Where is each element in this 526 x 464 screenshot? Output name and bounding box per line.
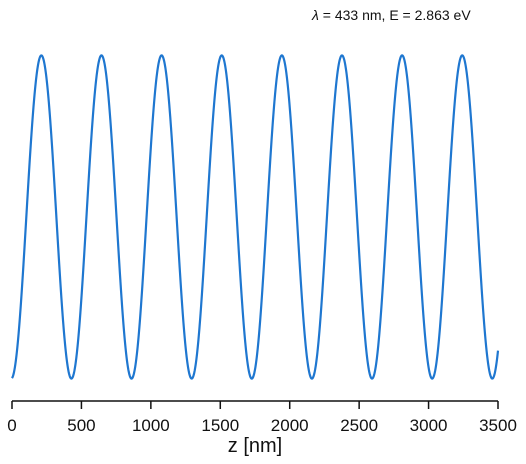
x-tick-label: 2500 (340, 416, 378, 435)
annotation-text: = 433 nm, E = 2.863 eV (319, 7, 471, 23)
x-tick-label: 500 (67, 416, 95, 435)
x-tick-label: 2000 (271, 416, 309, 435)
x-tick-label: 3500 (479, 416, 517, 435)
x-tick-label: 1500 (201, 416, 239, 435)
x-tick-label: 1000 (132, 416, 170, 435)
x-axis-label: z [nm] (228, 435, 282, 457)
chart-annotation: λ = 433 nm, E = 2.863 eV (311, 7, 471, 23)
x-tick-label: 3000 (410, 416, 448, 435)
plot-area (11, 54, 500, 380)
x-tick-label: 0 (7, 416, 16, 435)
lambda-symbol: λ (311, 7, 319, 23)
x-axis-ticks: 0 500 1000 1500 2000 2500 3000 3500 (7, 401, 517, 435)
wave-series-line (11, 54, 500, 380)
